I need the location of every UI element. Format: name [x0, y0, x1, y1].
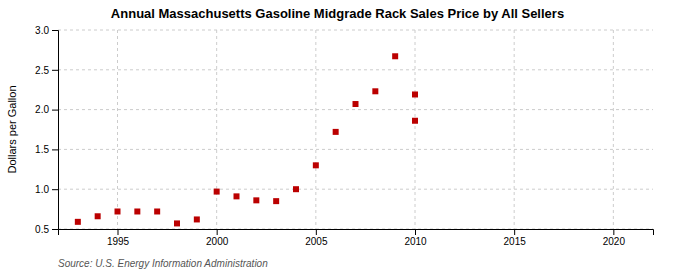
point: [115, 208, 121, 214]
y-tick-mark: [52, 110, 58, 111]
x-tick-label: 2010: [404, 236, 427, 247]
y-tick-label: 1.0: [35, 184, 49, 195]
y-tick-label: 1.5: [35, 144, 49, 155]
point: [333, 129, 339, 135]
grid-line-x: [117, 30, 118, 229]
grid-line-y: [58, 30, 653, 31]
x-tick-label: 2005: [305, 236, 328, 247]
grid-line-y: [58, 149, 653, 150]
point: [392, 53, 398, 59]
x-tick: 2000: [206, 229, 229, 247]
grid-line-x: [514, 30, 515, 229]
x-tick-label: 1995: [107, 236, 130, 247]
y-tick-label: 0.5: [35, 224, 49, 235]
point: [293, 186, 299, 192]
source: Source: U.S. Energy Information Administ…: [58, 258, 268, 269]
point: [134, 208, 140, 214]
point: [174, 220, 180, 226]
point: [95, 213, 101, 219]
x-tick-mark: [613, 229, 614, 235]
points: [75, 53, 418, 226]
x-axis-line: [59, 230, 654, 236]
y-tick-mark: [52, 70, 58, 71]
grid-line-x: [216, 30, 217, 229]
x-axis: 1995 2000 2005 2010 2015 2020: [59, 229, 654, 247]
point: [214, 189, 220, 195]
x-tick-label: 2000: [206, 236, 229, 247]
point: [353, 101, 359, 107]
plot: 1995 2000 2005 2010 2015 2020 0.5 1.0 1.5 2.0 2.5 3…: [35, 25, 653, 247]
y-tick-label: 3.0: [35, 25, 49, 36]
grid-line-x: [415, 30, 416, 229]
grid-line-y: [58, 109, 653, 110]
x-tick: 2015: [504, 229, 527, 247]
y-axis-line: [52, 31, 59, 230]
y-tick-mark: [52, 30, 58, 31]
x-tick-mark: [316, 229, 317, 235]
point: [194, 216, 200, 222]
point: [253, 197, 259, 203]
y-tick: 1.0: [35, 184, 58, 195]
y-tick-mark: [52, 189, 58, 190]
grid-line-y: [58, 189, 653, 190]
x-tick-label: 2020: [603, 236, 626, 247]
y-tick-mark: [52, 149, 58, 150]
grid-line-x: [315, 30, 316, 229]
point: [154, 208, 160, 214]
y-axis-title: Dollars per Gallon: [6, 85, 18, 173]
grid: [58, 30, 653, 229]
y-tick: 3.0: [35, 25, 58, 36]
y-tick-mark: [52, 229, 58, 230]
x-tick-mark: [514, 229, 515, 235]
point: [273, 198, 279, 204]
x-tick: 2020: [603, 229, 626, 247]
y-tick: 1.5: [35, 144, 58, 155]
x-tick-mark: [415, 229, 416, 235]
y-tick: 0.5: [35, 224, 58, 235]
chart: 1995 2000 2005 2010 2015 2020 0.5 1.0 1.5 2.0 2.5 3…: [0, 0, 675, 275]
grid-line-x: [613, 30, 614, 229]
grid-line-y: [58, 69, 653, 70]
series: [75, 53, 418, 226]
y-tick: 2.0: [35, 104, 58, 115]
title: Annual Massachusetts Gasoline Midgrade R…: [111, 6, 564, 21]
x-tick-label: 2015: [504, 236, 527, 247]
y-axis: 0.5 1.0 1.5 2.0 2.5 3.0: [35, 25, 58, 235]
point: [234, 193, 240, 199]
point: [372, 88, 378, 94]
series: [412, 91, 418, 97]
x-tick: 2010: [404, 229, 427, 247]
x-tick: 2005: [305, 229, 328, 247]
y-tick-label: 2.0: [35, 104, 49, 115]
point: [313, 162, 319, 168]
x-tick-mark: [217, 229, 218, 235]
point: [412, 118, 418, 124]
point: [75, 219, 81, 225]
x-tick-mark: [118, 229, 119, 235]
x-tick: 1995: [107, 229, 130, 247]
y-tick: 2.5: [35, 65, 58, 76]
y-tick-label: 2.5: [35, 65, 49, 76]
point: [412, 91, 418, 97]
